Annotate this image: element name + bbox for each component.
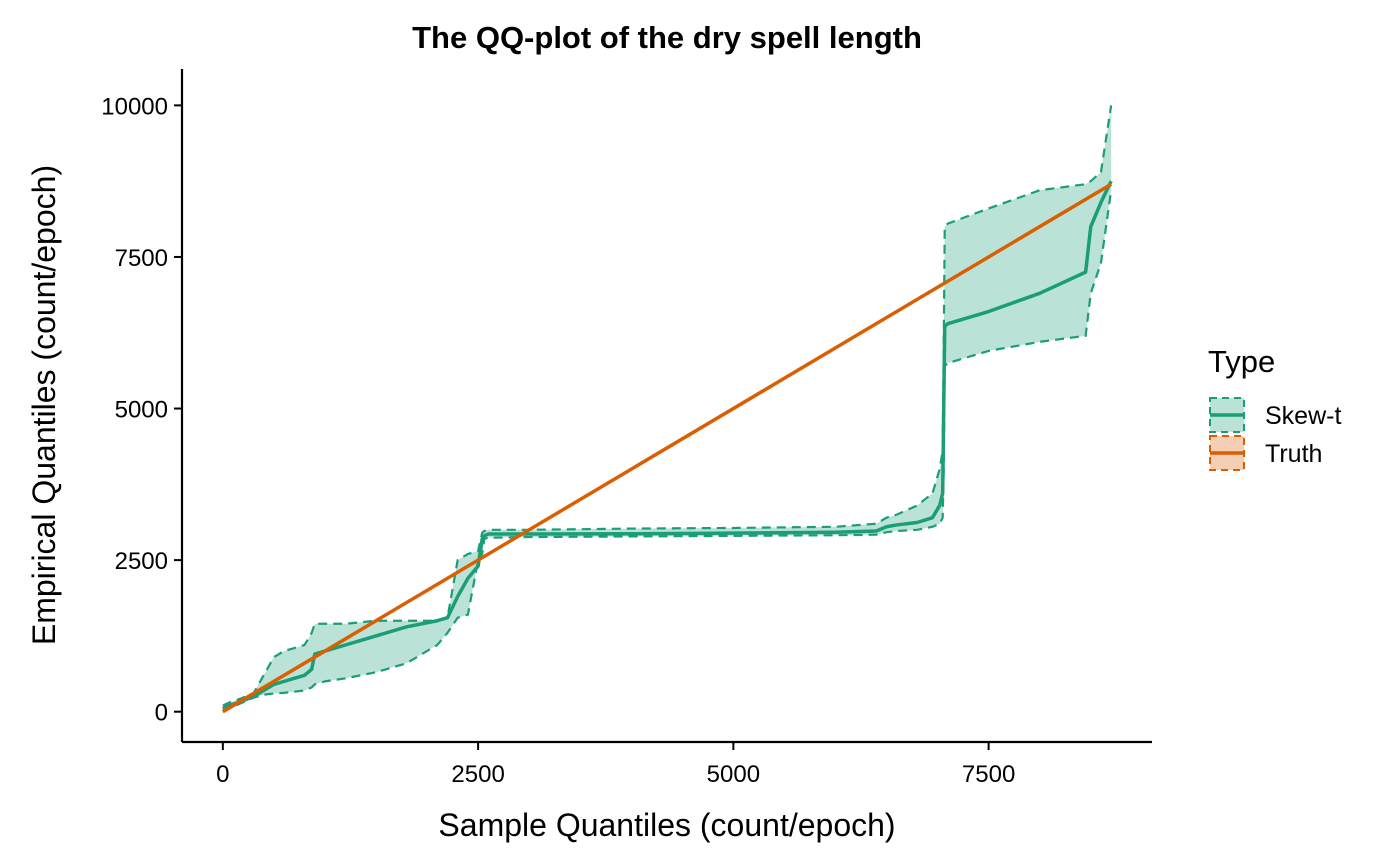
y-axis-ticks: 0 2500 5000 7500 10000 bbox=[101, 93, 182, 727]
skew-t-line bbox=[222, 180, 1113, 711]
x-tick-label: 7500 bbox=[962, 761, 1015, 788]
legend-item-skew-t: Skew-t bbox=[1209, 397, 1341, 433]
legend-title: Type bbox=[1208, 344, 1275, 379]
y-tick-label: 10000 bbox=[101, 93, 168, 120]
x-axis-title: Sample Quantiles (count/epoch) bbox=[438, 807, 895, 843]
chart-title: The QQ-plot of the dry spell length bbox=[412, 20, 922, 55]
y-axis-title: Empirical Quantiles (count/epoch) bbox=[26, 165, 62, 645]
plot-area bbox=[221, 105, 1113, 714]
y-tick-label: 2500 bbox=[115, 548, 168, 575]
skew-t-upper-bound bbox=[222, 105, 1113, 707]
legend-label: Skew-t bbox=[1265, 402, 1341, 430]
x-axis-ticks: 0 2500 5000 7500 bbox=[216, 742, 1015, 788]
legend: Type Skew-t Truth bbox=[1208, 344, 1341, 471]
legend-item-truth: Truth bbox=[1209, 435, 1322, 471]
skew-t-band bbox=[222, 105, 1112, 712]
y-tick-label: 7500 bbox=[115, 245, 168, 272]
legend-label: Truth bbox=[1265, 440, 1322, 468]
x-tick-label: 5000 bbox=[707, 761, 760, 788]
x-tick-label: 0 bbox=[216, 761, 229, 788]
y-tick-label: 0 bbox=[155, 700, 168, 727]
y-tick-label: 5000 bbox=[115, 397, 168, 424]
truth-line bbox=[221, 182, 1113, 714]
x-tick-label: 2500 bbox=[451, 761, 504, 788]
